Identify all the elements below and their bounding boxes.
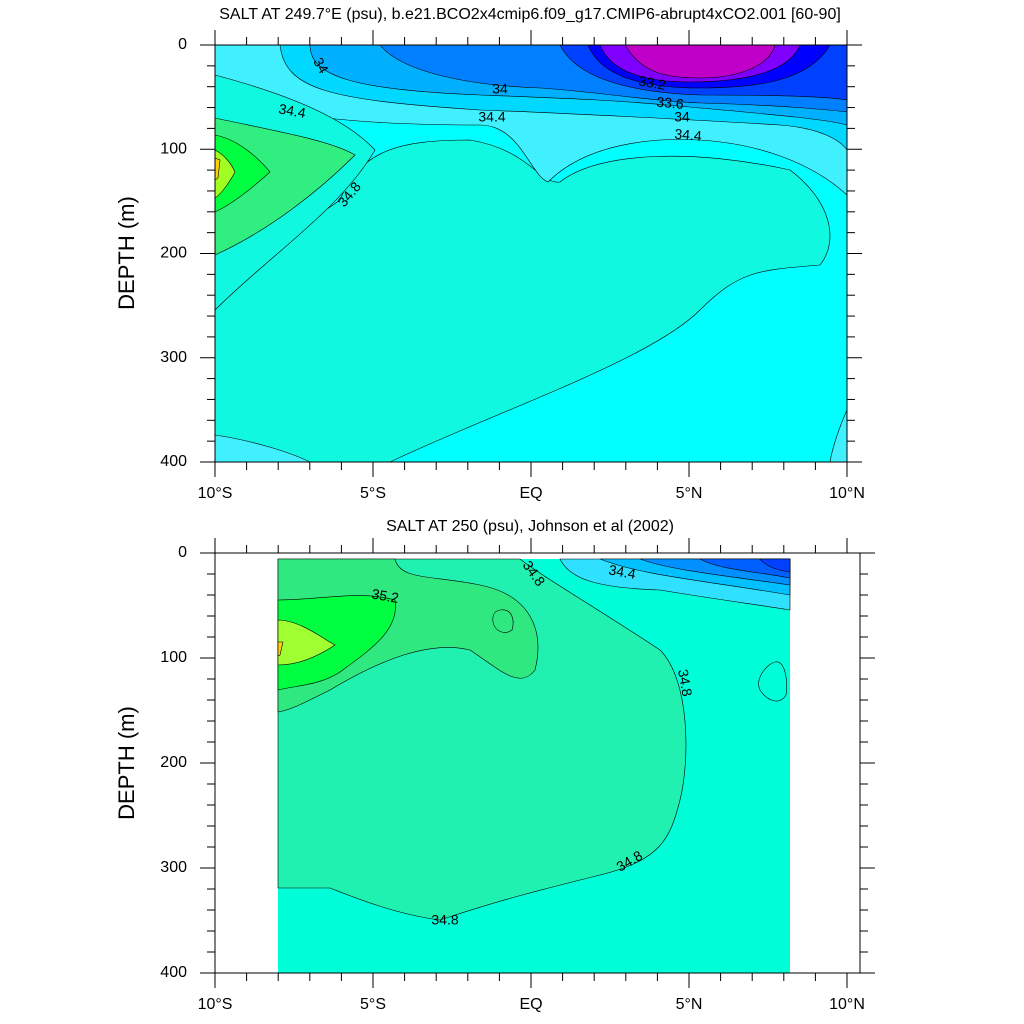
contour-fill xyxy=(624,44,776,79)
y-tick-label: 400 xyxy=(160,453,187,470)
chart-title: SALT AT 250 (psu), Johnson et al (2002) xyxy=(386,518,674,535)
y-axis-label: DEPTH (m) xyxy=(114,196,139,310)
contour-label: 34 xyxy=(310,55,332,77)
y-tick-label: 100 xyxy=(160,649,187,666)
y-tick-label: 200 xyxy=(160,754,187,771)
contour-label: 34.4 xyxy=(674,126,703,144)
chart-title: SALT AT 249.7°E (psu), b.e21.BCO2x4cmip6… xyxy=(219,6,841,23)
contour-fill xyxy=(758,661,787,702)
x-tick-label: 5°S xyxy=(360,485,386,502)
x-tick-label: 5°N xyxy=(676,485,703,502)
y-axis-label: DEPTH (m) xyxy=(114,706,139,820)
contour-fill xyxy=(214,134,271,213)
y-tick-label: 300 xyxy=(160,349,187,366)
x-tick-label: 10°N xyxy=(829,485,865,502)
x-tick-label: EQ xyxy=(519,485,542,502)
x-tick-label: 10°S xyxy=(198,996,233,1013)
contour-fill xyxy=(277,641,284,657)
contour-fill xyxy=(492,609,514,633)
contour-label: 34.8 xyxy=(431,912,458,928)
x-tick-label: 10°N xyxy=(829,996,865,1013)
contour-fill xyxy=(277,595,396,691)
contour-label: 33.6 xyxy=(656,94,685,112)
y-tick-label: 400 xyxy=(160,964,187,981)
x-tick-label: EQ xyxy=(519,996,542,1013)
contour-label: 33.2 xyxy=(637,72,667,93)
contour-fill xyxy=(759,558,791,573)
y-tick-label: 0 xyxy=(178,544,187,561)
y-tick-label: 300 xyxy=(160,859,187,876)
contour-label: 34.4 xyxy=(607,561,637,582)
contour-label: 35.2 xyxy=(370,585,400,606)
plot-area: 35.234.8 34.434.834.834.8 xyxy=(277,558,791,973)
contour-fill xyxy=(277,619,336,666)
contour-label: 34.4 xyxy=(277,100,307,121)
y-tick-label: 100 xyxy=(160,140,187,157)
x-tick-label: 5°S xyxy=(360,996,386,1013)
y-tick-label: 0 xyxy=(178,36,187,53)
contour-label: 34.8 xyxy=(675,668,696,698)
contour-label: 34.4 xyxy=(478,109,505,125)
contour-label: 34 xyxy=(492,81,508,97)
x-tick-label: 5°N xyxy=(676,996,703,1013)
y-tick-label: 200 xyxy=(160,245,187,262)
x-tick-label: 10°S xyxy=(198,485,233,502)
contour-label: 34 xyxy=(674,109,690,125)
